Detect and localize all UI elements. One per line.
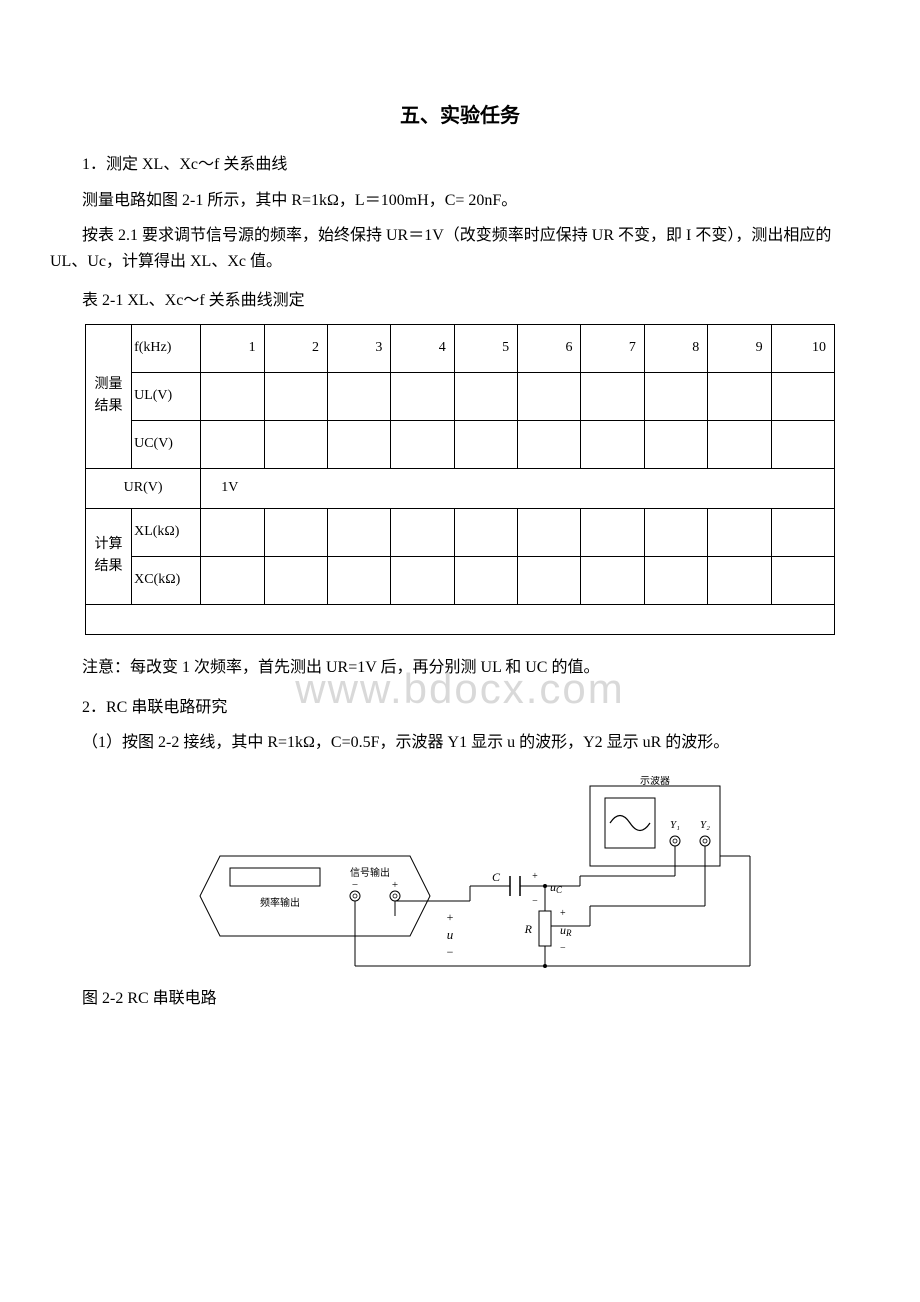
freq-3: 3 — [327, 324, 390, 372]
y1-label: Y₁ — [670, 819, 680, 831]
c-label: C — [492, 870, 501, 884]
uc-2 — [264, 420, 327, 468]
ul-3 — [327, 372, 390, 420]
ur-label: uR — [560, 923, 572, 938]
ul-4 — [391, 372, 454, 420]
uc-5 — [454, 420, 517, 468]
xl-1 — [201, 508, 264, 556]
freq-out-label: 频率输出 — [260, 896, 300, 909]
ul-5 — [454, 372, 517, 420]
svg-text:−: − — [352, 879, 358, 891]
label-uc: UC(V) — [132, 420, 201, 468]
paragraph-3: 按表 2.1 要求调节信号源的频率，始终保持 UR＝1V（改变频率时应保持 UR… — [50, 223, 870, 274]
table-caption: 表 2-1 XL、Xc～f 关系曲线测定 — [50, 288, 870, 314]
xl-2 — [264, 508, 327, 556]
paragraph-1: 1．测定 XL、Xc～f 关系曲线 — [50, 152, 870, 178]
uc-6 — [518, 420, 581, 468]
r-label: R — [524, 922, 533, 936]
xl-8 — [644, 508, 707, 556]
xl-5 — [454, 508, 517, 556]
svg-text:+: + — [560, 908, 566, 919]
ul-8 — [644, 372, 707, 420]
section-title: 五、实验任务 — [50, 100, 870, 132]
xc-1 — [201, 556, 264, 604]
note: 注意：每改变 1 次频率，首先测出 UR=1V 后，再分别测 UL 和 UC 的… — [50, 655, 870, 681]
label-xl: XL(kΩ) — [132, 508, 201, 556]
label-ul: UL(V) — [132, 372, 201, 420]
xl-7 — [581, 508, 644, 556]
empty-row — [86, 604, 835, 634]
svg-text:+: + — [392, 879, 398, 891]
paragraph-2: 测量电路如图 2-1 所示，其中 R=1kΩ，L＝100mH，C= 20nF。 — [50, 188, 870, 214]
freq-9: 9 — [708, 324, 771, 372]
paragraph-5: （1）按图 2-2 接线，其中 R=1kΩ，C=0.5F，示波器 Y1 显示 u… — [50, 730, 870, 756]
xc-3 — [327, 556, 390, 604]
xc-7 — [581, 556, 644, 604]
uc-8 — [644, 420, 707, 468]
freq-4: 4 — [391, 324, 454, 372]
xc-5 — [454, 556, 517, 604]
label-freq: f(kHz) — [132, 324, 201, 372]
uc-3 — [327, 420, 390, 468]
svg-text:−: − — [532, 896, 538, 907]
freq-8: 8 — [644, 324, 707, 372]
xl-10 — [771, 508, 834, 556]
xc-10 — [771, 556, 834, 604]
svg-text:+: + — [447, 910, 454, 924]
row-group-1: 测量结果 — [86, 324, 132, 468]
uc-10 — [771, 420, 834, 468]
row-group-2: 计算结果 — [86, 508, 132, 604]
freq-5: 5 — [454, 324, 517, 372]
freq-7: 7 — [581, 324, 644, 372]
uc-7 — [581, 420, 644, 468]
xc-4 — [391, 556, 454, 604]
ul-9 — [708, 372, 771, 420]
freq-6: 6 — [518, 324, 581, 372]
label-ur: UR(V) — [86, 468, 201, 508]
signal-out-label: 信号输出 — [350, 866, 390, 879]
xl-9 — [708, 508, 771, 556]
xc-2 — [264, 556, 327, 604]
xl-3 — [327, 508, 390, 556]
paragraph-4: 2．RC 串联电路研究 — [50, 695, 870, 721]
uc-label: uC — [550, 880, 563, 895]
uc-1 — [201, 420, 264, 468]
ul-1 — [201, 372, 264, 420]
data-table: 测量结果 f(kHz) 1 2 3 4 5 6 7 8 9 10 UL(V) U… — [85, 324, 835, 635]
label-xc: XC(kΩ) — [132, 556, 201, 604]
xc-9 — [708, 556, 771, 604]
u-label: u — [447, 927, 454, 942]
freq-10: 10 — [771, 324, 834, 372]
circuit-diagram: 示波器 Y₁ Y₂ 信号输出 频率输出 − + + u − C + uC − R… — [150, 776, 770, 976]
figure-caption: 图 2-2 RC 串联电路 — [50, 986, 870, 1012]
svg-text:−: − — [447, 945, 454, 959]
ul-7 — [581, 372, 644, 420]
xl-4 — [391, 508, 454, 556]
ul-6 — [518, 372, 581, 420]
freq-1: 1 — [201, 324, 264, 372]
xc-8 — [644, 556, 707, 604]
ur-value: 1V — [201, 468, 835, 508]
oscilloscope-label: 示波器 — [640, 776, 670, 787]
freq-2: 2 — [264, 324, 327, 372]
xc-6 — [518, 556, 581, 604]
xl-6 — [518, 508, 581, 556]
uc-9 — [708, 420, 771, 468]
ul-2 — [264, 372, 327, 420]
uc-4 — [391, 420, 454, 468]
y2-label: Y₂ — [700, 819, 710, 831]
ul-10 — [771, 372, 834, 420]
svg-text:−: − — [560, 943, 566, 954]
svg-text:+: + — [532, 871, 538, 882]
